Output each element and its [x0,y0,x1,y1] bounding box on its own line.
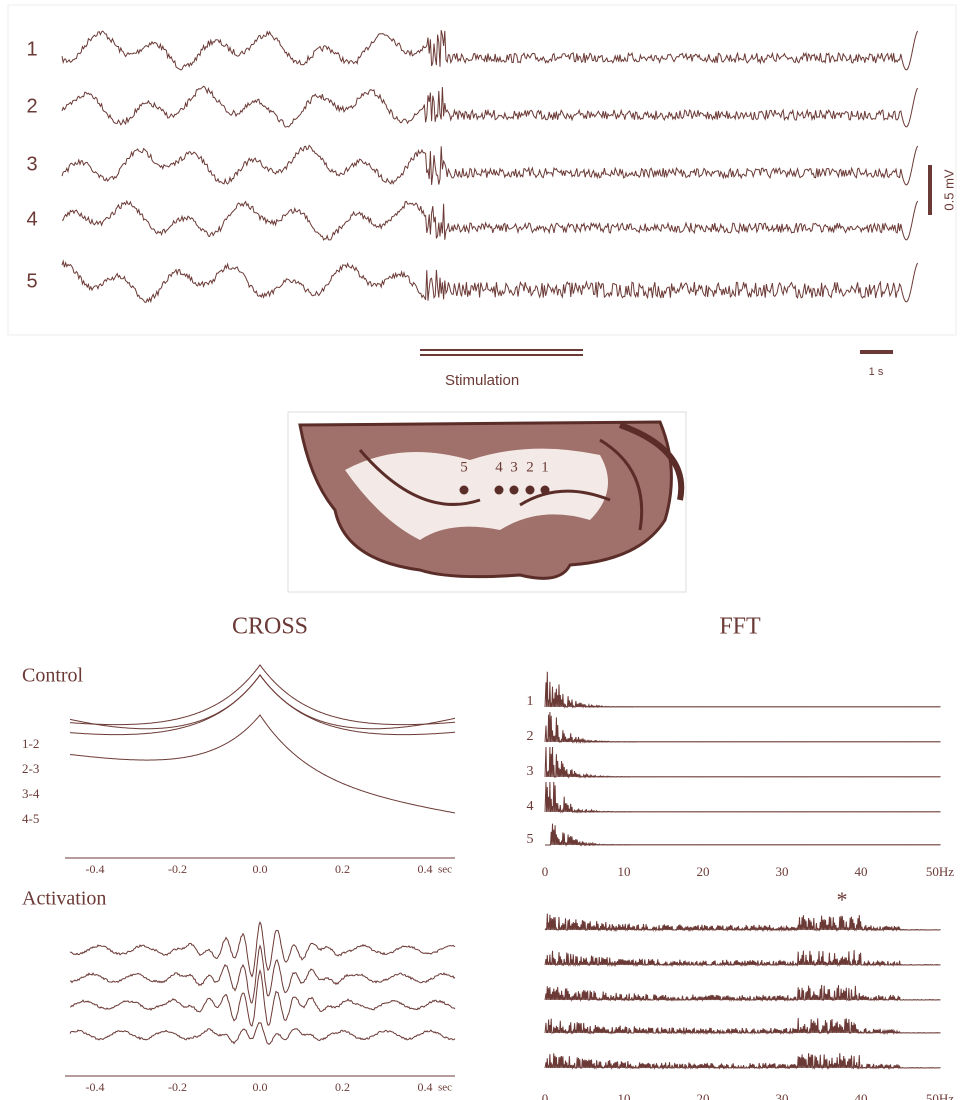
x-tick-label: -0.4 [86,1080,105,1094]
spectrum [545,782,941,812]
spectrum [545,747,941,777]
spectrum [545,950,941,965]
spectrum [545,824,941,845]
spectrum [545,712,941,742]
correlogram [70,665,455,725]
electrode-dot [541,486,550,495]
correlogram [70,675,455,729]
x-unit-label: sec [438,864,452,876]
x-tick-label: 40 [855,1091,868,1100]
spectrum [545,1018,941,1033]
control-label: Control [22,665,84,687]
cross-title: CROSS [232,614,308,640]
trace-label: 5 [26,270,37,292]
voltage-scale-label: 0.5 mV [941,169,956,211]
pair-label: 2-3 [22,761,39,776]
spectrum [545,985,941,1000]
electrode-label: 3 [510,459,518,475]
spectrum [545,672,941,707]
fft-title: FFT [719,614,761,640]
trace-label: 4 [26,208,37,230]
x-unit-label: sec [438,1082,452,1094]
correlogram [70,715,455,813]
electrode-label: 2 [526,459,534,475]
x-tick-label: 0.0 [253,1080,268,1094]
x-tick-label: 0.4 [418,1080,433,1094]
x-tick-label: 0.2 [335,1080,350,1094]
stimulation-label: Stimulation [445,372,519,389]
figure: Stimulation 1 s 0.5 mV CROSS FFT Control… [0,0,962,1100]
correlogram [70,946,455,1003]
spectrum [545,914,941,930]
x-tick-label: 50Hz [926,864,954,879]
electrode-dot [526,486,535,495]
time-scale-label: 1 s [869,366,884,378]
electrode-label: 1 [541,459,549,475]
correlogram [70,675,455,735]
x-tick-label: 40 [855,864,868,879]
trace-label: 2 [26,95,37,117]
x-tick-label: 10 [618,864,631,879]
row-label: 2 [527,729,534,744]
x-tick-label: -0.2 [168,1080,187,1094]
fft-marker: * [837,887,848,912]
brain-section [288,412,686,592]
x-tick-label: 20 [697,864,710,879]
pair-label: 4-5 [22,811,39,826]
x-tick-label: 0.4 [418,862,433,876]
x-tick-label: 30 [776,1091,789,1100]
activation-label: Activation [22,888,106,910]
correlogram [70,1023,455,1045]
electrode-dot [510,486,519,495]
row-label: 3 [527,764,534,779]
correlogram [70,971,455,1026]
x-tick-label: 20 [697,1091,710,1100]
x-tick-label: 50Hz [926,1091,954,1100]
row-label: 4 [527,799,534,814]
electrode-label: 4 [495,459,503,475]
spectrum [545,1053,941,1068]
x-tick-label: 0.2 [335,862,350,876]
x-tick-label: -0.2 [168,862,187,876]
x-tick-label: 0.0 [253,862,268,876]
x-tick-label: 0 [542,1091,549,1100]
correlogram [70,922,455,976]
electrode-label: 5 [460,459,468,475]
trace-label: 3 [26,153,37,175]
pair-label: 3-4 [22,786,40,801]
trace-label: 1 [26,38,37,60]
electrode-dot [460,486,469,495]
x-tick-label: 30 [776,864,789,879]
row-label: 1 [527,694,534,709]
row-label: 5 [527,832,534,847]
x-tick-label: 10 [618,1091,631,1100]
x-tick-label: -0.4 [86,862,105,876]
x-tick-label: 0 [542,864,549,879]
electrode-dot [495,486,504,495]
pair-label: 1-2 [22,736,39,751]
